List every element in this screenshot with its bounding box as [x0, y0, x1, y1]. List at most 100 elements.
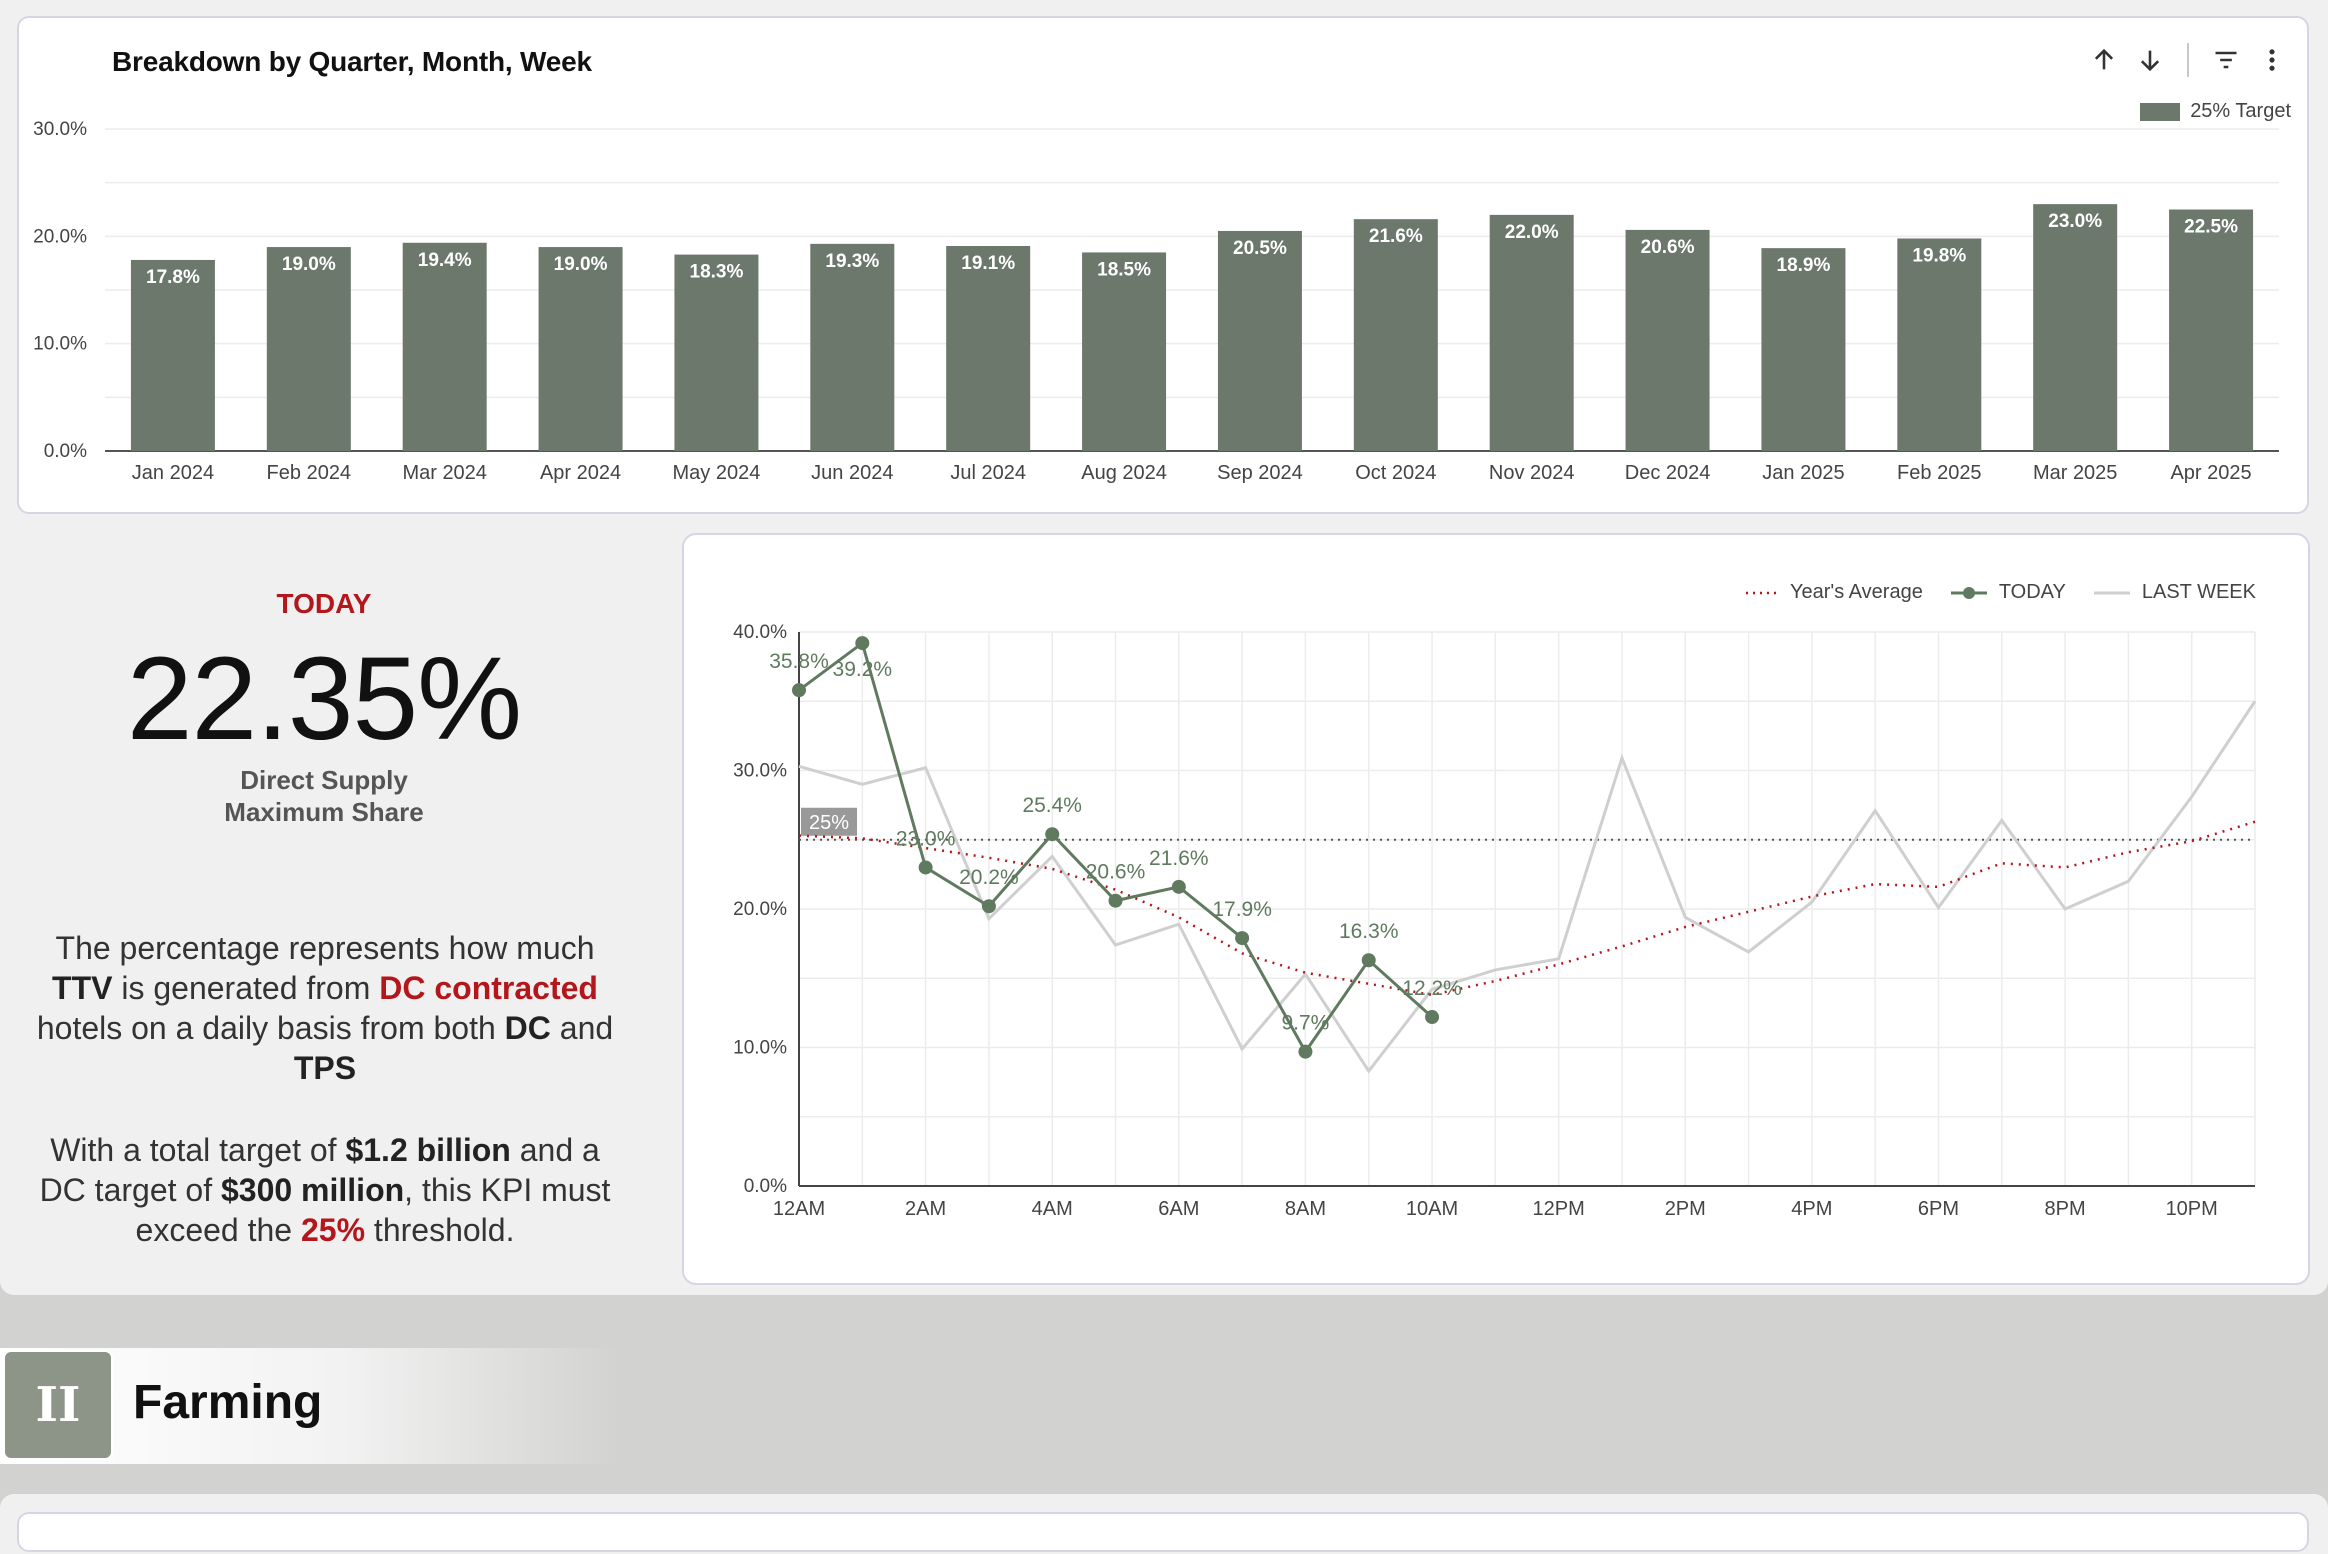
desc-dc-target: $300 million — [220, 1172, 405, 1208]
x-tick-label: 4PM — [1791, 1198, 1832, 1220]
today-point — [855, 636, 870, 651]
x-tick-label: Oct 2024 — [1355, 462, 1436, 484]
bar-value-label: 18.3% — [690, 262, 744, 283]
x-tick-label: 4AM — [1032, 1198, 1073, 1220]
bar — [1353, 219, 1438, 451]
today-point — [1045, 827, 1060, 842]
filter-button[interactable] — [2203, 40, 2249, 80]
bar — [2169, 209, 2254, 451]
today-data-label: 20.2% — [959, 866, 1019, 889]
y-tick-label: 30.0% — [733, 761, 787, 782]
bar-value-label: 22.5% — [2184, 217, 2238, 238]
desc-dc: DC — [504, 1010, 551, 1046]
today-point — [1108, 893, 1123, 908]
x-tick-label: 10AM — [1406, 1198, 1458, 1220]
sort-ascending-button[interactable] — [2081, 40, 2127, 80]
breakdown-bar-chart-card: Breakdown by Quarter, Month, Week 25% Ta… — [17, 16, 2309, 514]
kpi-label: TODAY — [276, 588, 372, 619]
x-tick-label: May 2024 — [673, 462, 761, 484]
bar-value-label: 22.0% — [1505, 222, 1559, 243]
legend-label-last-week: LAST WEEK — [2141, 581, 2256, 603]
kpi-description-1: The percentage represents how much TTV i… — [30, 928, 620, 1088]
x-tick-label: 8AM — [1285, 1198, 1326, 1220]
bar — [1897, 238, 1982, 451]
x-tick-label: Dec 2024 — [1625, 462, 1711, 484]
x-tick-label: 2AM — [905, 1198, 946, 1220]
x-tick-label: Apr 2025 — [2170, 462, 2251, 484]
desc-dc-contracted: DC contracted — [379, 970, 598, 1006]
desc-text: threshold. — [373, 1212, 515, 1248]
today-point — [1171, 879, 1186, 894]
desc-text: and a — [519, 1132, 600, 1168]
desc-total-target: $1.2 billion — [345, 1132, 511, 1168]
desc-text: and — [559, 1010, 614, 1046]
bar — [1082, 252, 1167, 451]
x-tick-label: 6AM — [1158, 1198, 1199, 1220]
bar-value-label: 18.9% — [1777, 255, 1831, 276]
bar-value-label: 19.0% — [554, 254, 608, 275]
x-tick-label: 8PM — [2045, 1198, 2086, 1220]
bar — [402, 242, 487, 451]
today-data-label: 23.0% — [896, 827, 956, 850]
x-tick-label: Apr 2024 — [540, 462, 621, 484]
solid-line-icon — [2093, 591, 2130, 594]
target-label-box — [801, 807, 857, 836]
legend-item-average[interactable]: Year's Average — [1744, 581, 1923, 604]
kpi-subtitle-line2: Maximum Share — [224, 797, 424, 827]
bar-value-label: 19.8% — [1912, 245, 1966, 266]
kpi-description-2: With a total target of $1.2 billion and … — [30, 1130, 620, 1250]
desc-text: , this KPI must — [404, 1172, 611, 1208]
bar — [538, 247, 623, 451]
desc-text: With a total target of — [50, 1132, 337, 1168]
legend-item-today[interactable]: TODAY — [1949, 581, 2066, 604]
y-tick-label: 10.0% — [733, 1038, 787, 1059]
y-tick-label: 10.0% — [33, 334, 87, 355]
x-tick-label: Mar 2024 — [402, 462, 487, 484]
desc-text: DC target of — [39, 1172, 213, 1208]
bar-value-label: 19.1% — [961, 253, 1015, 274]
kpi-panel: TODAY 22.35% Direct Supply Maximum Share… — [0, 530, 680, 1290]
toolbar-divider — [2187, 43, 2189, 77]
x-tick-label: Sep 2024 — [1217, 462, 1303, 484]
desc-tps: TPS — [293, 1050, 357, 1086]
bar-value-label: 19.0% — [282, 254, 336, 275]
bar — [1217, 230, 1302, 451]
today-data-label: 35.8% — [769, 650, 829, 673]
arrow-down-icon — [2140, 50, 2160, 72]
legend-label: 25% Target — [2190, 100, 2291, 122]
last-week-line — [798, 700, 2257, 1074]
x-tick-label: 12PM — [1533, 1198, 1585, 1220]
y-tick-label: 40.0% — [733, 622, 787, 643]
legend-swatch — [2140, 102, 2181, 121]
x-tick-label: Jun 2024 — [811, 462, 893, 484]
today-data-label: 25.4% — [1022, 794, 1082, 817]
legend-item-last-week[interactable]: LAST WEEK — [2092, 581, 2256, 604]
bar — [810, 243, 895, 451]
x-tick-label: Feb 2025 — [1897, 462, 1982, 484]
legend-label-average: Year's Average — [1790, 581, 1923, 603]
more-options-button[interactable] — [2249, 40, 2295, 80]
bar — [1625, 229, 1710, 451]
desc-threshold: 25% — [300, 1212, 366, 1248]
hourly-line-chart-card: Year's Average TODAY LAST WEEK 0.0% 10.0%… — [682, 533, 2310, 1285]
bar — [266, 247, 351, 451]
y-tick-label: 20.0% — [733, 899, 787, 920]
arrow-up-icon — [2094, 48, 2114, 70]
desc-text: is generated from — [121, 970, 371, 1006]
bar-value-label: 20.5% — [1233, 238, 1287, 259]
x-tick-label: Aug 2024 — [1081, 462, 1167, 484]
bar — [1761, 248, 1846, 451]
desc-ttv: TTV — [52, 970, 113, 1006]
dotted-line-icon — [1746, 591, 1778, 594]
x-tick-label: 10PM — [2166, 1198, 2218, 1220]
bar — [130, 259, 215, 451]
x-tick-label: Jan 2024 — [132, 462, 214, 484]
line-chart-plot: 0.0% 10.0% 20.0% 30.0% 40.0% 12AM 2AM 4AM 6AM 8AM… — [733, 622, 2257, 1220]
legend-label-today: TODAY — [1998, 581, 2066, 603]
line-marker-icon — [1950, 586, 1987, 599]
target-label: 25% — [809, 812, 849, 834]
sort-descending-button[interactable] — [2127, 40, 2173, 80]
kpi-subtitle-line1: Direct Supply — [240, 765, 408, 795]
today-data-label: 9.7% — [1281, 1012, 1329, 1035]
bar-chart-legend: 25% Target — [2140, 100, 2291, 123]
